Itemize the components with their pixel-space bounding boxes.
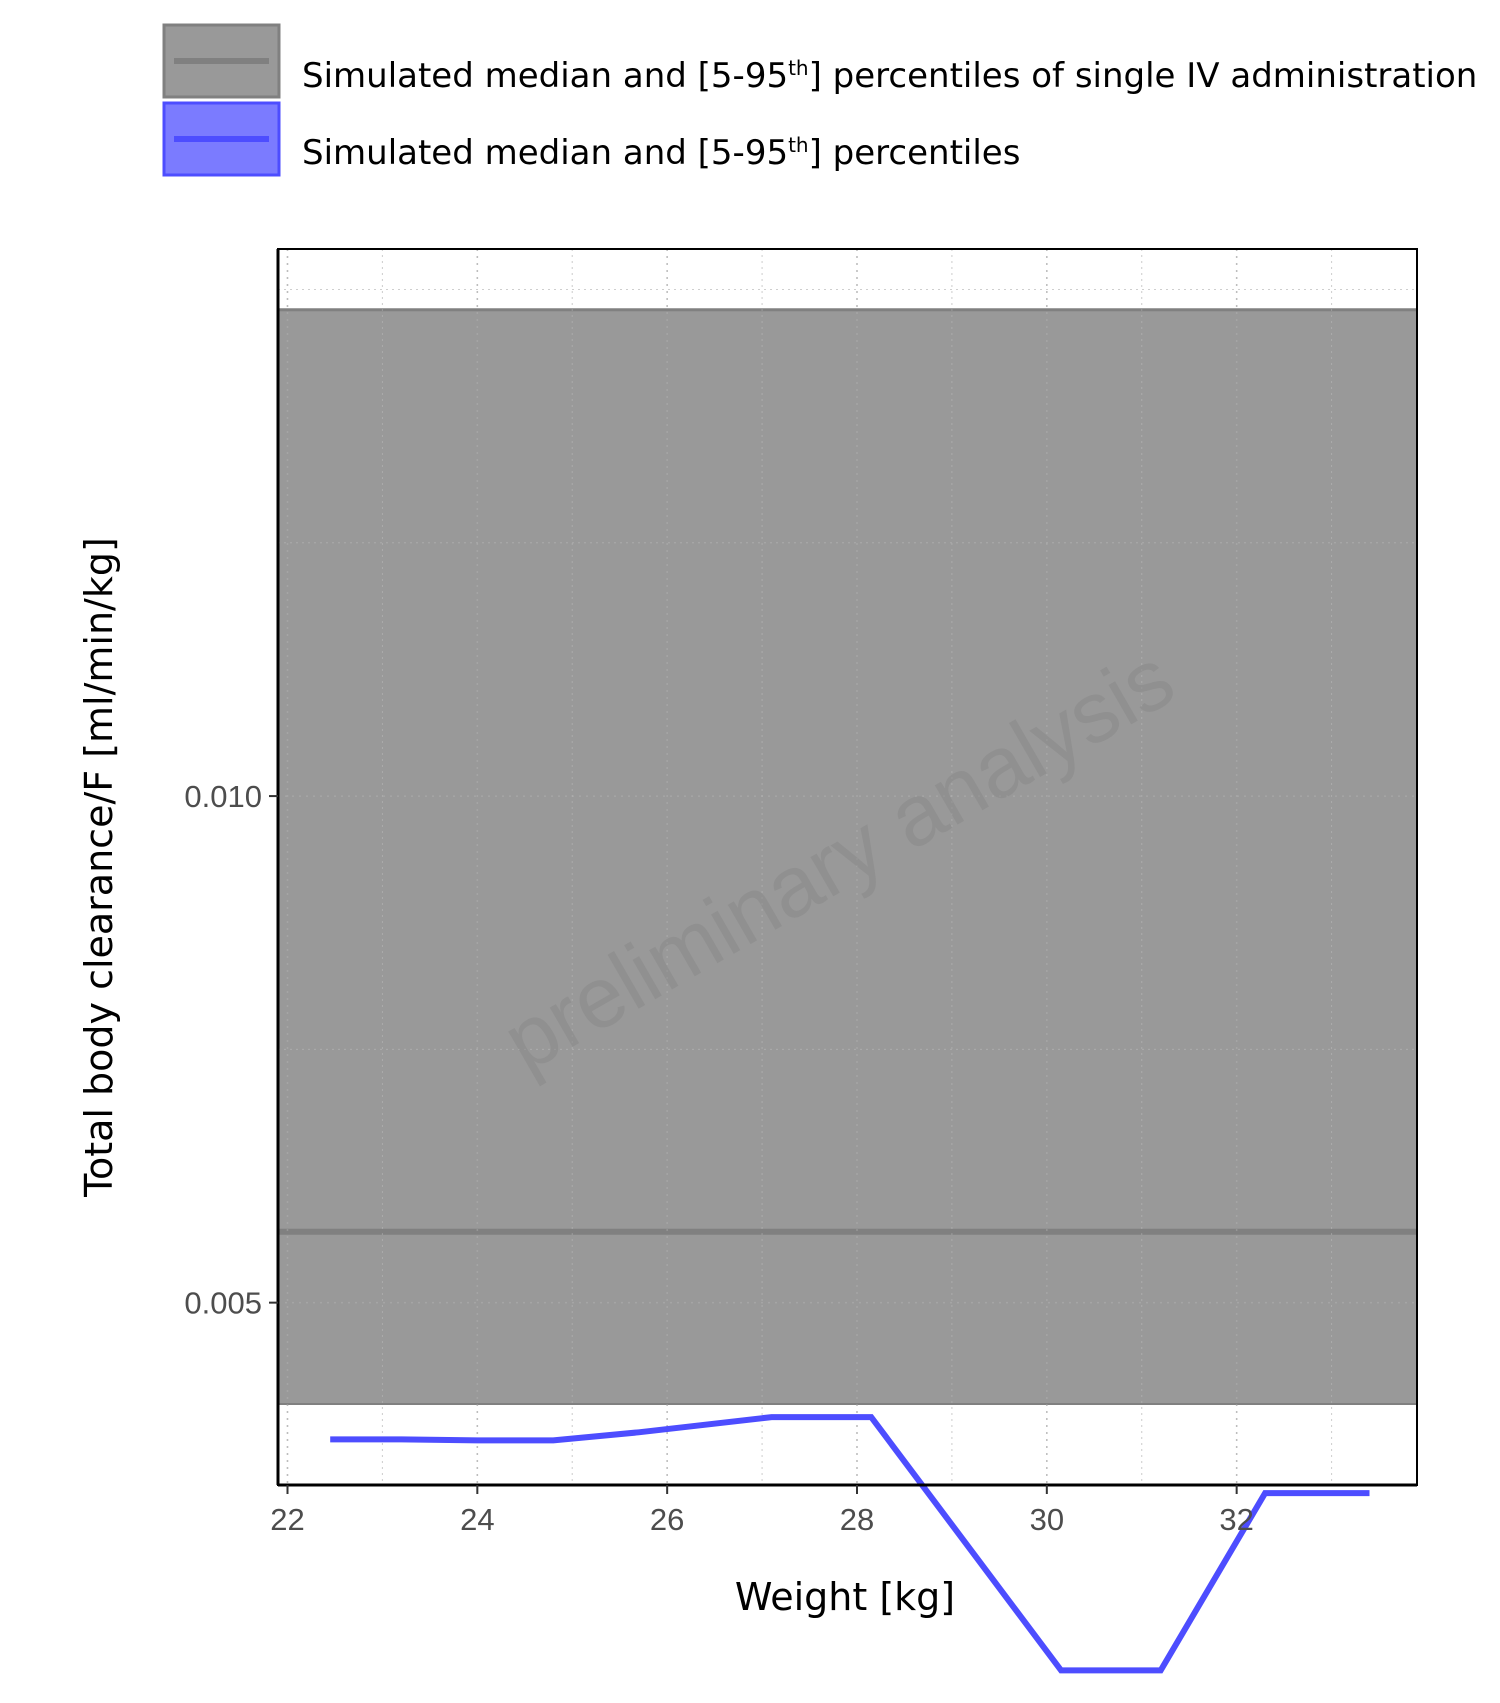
legend: Simulated median and [5-95th] percentile… — [164, 25, 1477, 175]
y-axis-title: Total body clearance/F [ml/min/kg] — [77, 537, 121, 1198]
x-tick-label: 22 — [270, 1502, 304, 1537]
y-tick-label: 0.010 — [184, 779, 262, 814]
legend-label-main-sup: th — [788, 133, 809, 157]
y-tick-label: 0.005 — [184, 1286, 262, 1321]
legend-label-main-part2: ] percentiles — [809, 133, 1021, 173]
legend-label-iv-part1: Simulated median and [5-95 — [302, 56, 788, 96]
legend-label-iv-sup: th — [788, 56, 809, 80]
x-tick-label: 30 — [1030, 1502, 1064, 1537]
x-tick-label: 24 — [460, 1502, 494, 1537]
x-tick-label: 28 — [840, 1502, 874, 1537]
plot-panel: preliminary analysis — [278, 249, 1417, 1670]
legend-label-iv: Simulated median and [5-95th] percentile… — [302, 56, 1477, 96]
legend-label-main-part1: Simulated median and [5-95 — [302, 133, 788, 173]
x-axis-title: Weight [kg] — [735, 1575, 955, 1619]
x-tick-label: 32 — [1219, 1502, 1253, 1537]
x-tick-label: 26 — [650, 1502, 684, 1537]
legend-label-main: Simulated median and [5-95th] percentile… — [302, 133, 1020, 173]
legend-label-iv-part2: ] percentiles of single IV administratio… — [809, 56, 1478, 96]
